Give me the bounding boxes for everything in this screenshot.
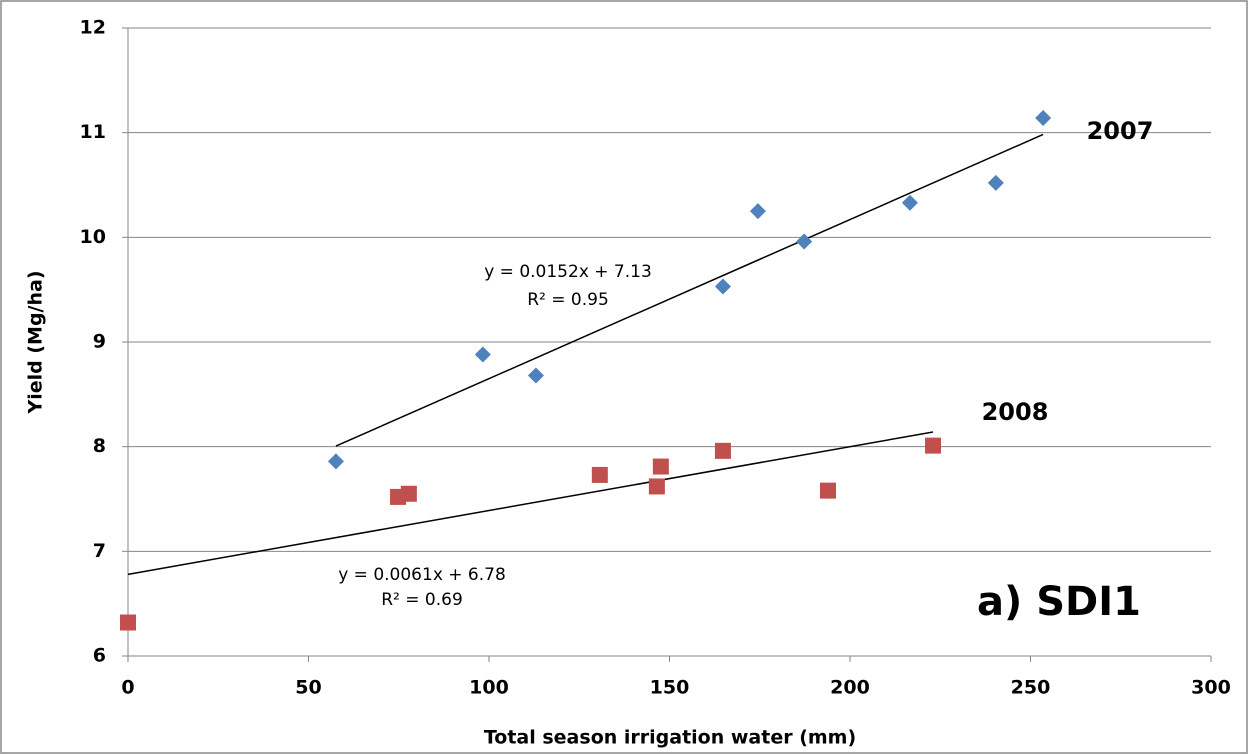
- point: [925, 437, 942, 454]
- trendline: [127, 431, 934, 576]
- point: [901, 194, 918, 211]
- point: [648, 478, 665, 495]
- trend-r2: R² = 0.95: [527, 290, 609, 310]
- point: [400, 485, 417, 502]
- series-label: 2008: [982, 398, 1049, 426]
- y-tick-label: 9: [93, 331, 106, 353]
- series-label: 2007: [1087, 117, 1154, 145]
- x-tick-label: 200: [830, 677, 870, 699]
- x-tick-label: 50: [295, 677, 321, 699]
- x-tick-label: 150: [650, 677, 690, 699]
- point: [819, 482, 836, 499]
- y-tick-label: 6: [93, 645, 106, 667]
- y-axis-title: Yield (Mg/ha): [25, 270, 47, 414]
- x-tick-label: 300: [1191, 677, 1231, 699]
- point: [474, 346, 491, 363]
- point: [796, 233, 813, 250]
- point: [327, 453, 344, 470]
- trend-equation: y = 0.0061x + 6.78: [338, 565, 506, 585]
- point: [714, 442, 731, 459]
- trend-r2: R² = 0.69: [381, 590, 463, 610]
- panel-label: a) SDI1: [977, 579, 1141, 625]
- x-tick-label: 0: [121, 677, 134, 699]
- y-tick-label: 8: [93, 435, 106, 457]
- trend-equation: y = 0.0152x + 7.13: [484, 262, 652, 282]
- point: [527, 367, 544, 384]
- trendline: [335, 133, 1044, 447]
- x-tick-label: 100: [469, 677, 509, 699]
- y-tick-label: 10: [80, 226, 106, 248]
- x-tick-label: 250: [1011, 677, 1051, 699]
- y-tick-label: 7: [93, 540, 106, 562]
- point: [120, 614, 136, 631]
- y-tick-label: 11: [80, 121, 106, 143]
- point: [591, 466, 608, 483]
- point: [987, 174, 1004, 191]
- x-axis-title: Total season irrigation water (mm): [484, 727, 856, 749]
- point: [652, 458, 669, 475]
- point: [749, 203, 766, 220]
- y-tick-label: 12: [80, 17, 106, 39]
- point: [1035, 110, 1052, 127]
- point: [714, 278, 731, 295]
